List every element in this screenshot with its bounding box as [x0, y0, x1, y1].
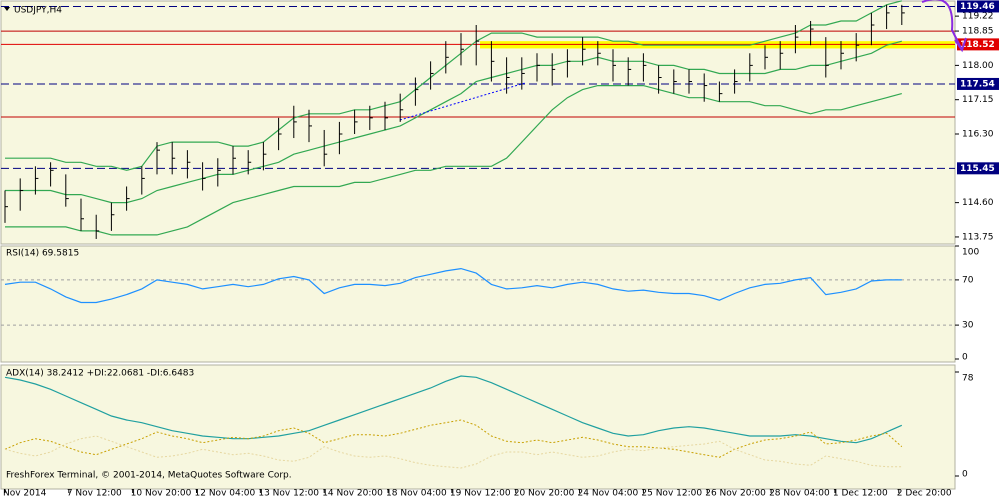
- y-tick-label: 116.30: [962, 130, 994, 140]
- y-tick-label: 30: [962, 321, 974, 331]
- x-tick-label: 13 Nov 12:00: [258, 489, 319, 499]
- y-tick-label: 118.00: [962, 61, 994, 71]
- y-tick-label: 113.75: [962, 232, 994, 242]
- level-tag-label: 119.46: [960, 2, 995, 12]
- level-tag: [957, 77, 999, 90]
- x-tick-label: 24 Nov 04:00: [578, 489, 639, 499]
- x-tick-label: 25 Nov 12:00: [641, 489, 702, 499]
- rsi-title: RSI(14) 69.5815: [6, 249, 79, 259]
- y-tick-label: 70: [962, 275, 974, 285]
- y-tick-label: 117.15: [962, 95, 994, 105]
- x-tick-label: 10 Nov 20:00: [131, 489, 192, 499]
- level-tag: [957, 38, 999, 51]
- level-tag-label: 115.45: [960, 164, 995, 174]
- level-tag: [957, 0, 999, 13]
- adx-title: ADX(14) 38.2412 +DI:22.0681 -DI:6.6483: [6, 369, 194, 379]
- x-tick-label: 18 Nov 04:00: [386, 489, 447, 499]
- x-tick-label: 26 Nov 20:00: [705, 489, 766, 499]
- indicator-line: [4, 419, 903, 458]
- bollinger-band: [5, 85, 902, 236]
- x-tick-label: 1 Dec 12:00: [833, 489, 888, 499]
- annotation-arrowhead: [954, 37, 967, 53]
- y-tick-label: 100: [962, 248, 979, 258]
- annotation-arrow: [921, 0, 963, 51]
- indicator-line: [4, 267, 902, 304]
- y-tick-label: 0: [962, 470, 968, 480]
- level-tag-label: 118.52: [960, 40, 995, 50]
- x-tick-label: 14 Nov 20:00: [322, 489, 383, 499]
- x-tick-label: Nov 2014: [3, 489, 47, 499]
- y-tick-label: 114.60: [962, 198, 994, 208]
- x-tick-label: 7 Nov 12:00: [67, 489, 122, 499]
- rsi-pane: [0, 245, 956, 363]
- menu-triangle: [4, 7, 10, 11]
- copyright: FreshForex Terminal, © 2001-2014, MetaQu…: [6, 471, 292, 481]
- y-tick-label: 78: [962, 374, 974, 384]
- level-tag-label: 117.54: [960, 79, 995, 89]
- y-tick-label: 0: [962, 353, 968, 363]
- bollinger-band: [5, 40, 902, 204]
- price-pane: [0, 0, 956, 245]
- x-tick-label: 19 Nov 12:00: [450, 489, 511, 499]
- x-tick-label: 12 Nov 04:00: [195, 489, 256, 499]
- y-tick-label: 118.85: [962, 27, 994, 37]
- x-tick-label: 2 Dec 20:00: [897, 489, 952, 499]
- x-tick-label: 28 Nov 04:00: [769, 489, 830, 499]
- trend-line: [399, 82, 526, 121]
- indicator-line: [4, 435, 902, 469]
- level-tag: [957, 162, 999, 175]
- bollinger-band: [5, 0, 902, 171]
- x-tick-label: 20 Nov 20:00: [514, 489, 575, 499]
- chart-title: USDJPY,H4: [14, 6, 62, 16]
- y-tick-label: 119.22: [962, 12, 994, 22]
- indicator-line: [4, 375, 903, 444]
